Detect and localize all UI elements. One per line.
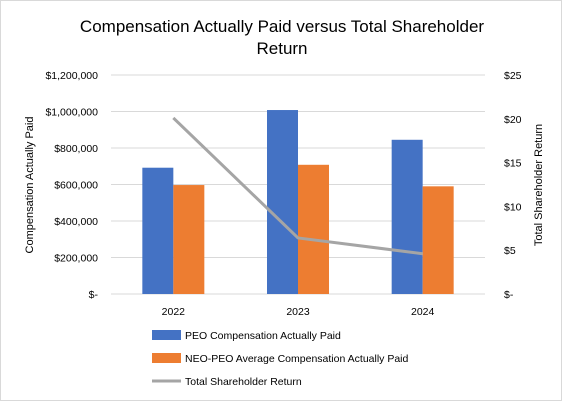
- left-axis-tick-label: $-: [89, 289, 99, 301]
- left-axis-tick-label: $800,000: [54, 143, 98, 155]
- legend-label: NEO-PEO Average Compensation Actually Pa…: [185, 353, 409, 365]
- bar-neo-2023: [298, 165, 329, 294]
- legend-label: PEO Compensation Actually Paid: [185, 330, 341, 342]
- left-axis-tick-label: $400,000: [54, 216, 98, 228]
- bar-neo-2024: [423, 186, 454, 294]
- legend: PEO Compensation Actually Paid NEO-PEO Av…: [152, 330, 409, 388]
- right-axis-tick-label: $25: [504, 70, 522, 82]
- bar-peo-2023: [267, 110, 298, 294]
- bar-peo-2022: [142, 168, 173, 294]
- legend-swatch: [152, 330, 181, 340]
- chart-title-line-1: Compensation Actually Paid versus Total …: [80, 17, 484, 36]
- right-axis-tick-label: $10: [504, 201, 522, 213]
- x-axis-tick-label: 2023: [286, 306, 310, 318]
- legend-label: Total Shareholder Return: [185, 376, 302, 388]
- left-axis-tick-label: $600,000: [54, 180, 98, 192]
- bar-neo-2022: [173, 185, 204, 294]
- left-axis-tick-label: $1,200,000: [45, 70, 98, 82]
- right-axis-tick-label: $5: [504, 245, 516, 257]
- x-axis-ticks: 2022 2023 2024: [162, 306, 435, 318]
- x-axis-tick-label: 2022: [162, 306, 186, 318]
- x-axis-tick-label: 2024: [411, 306, 435, 318]
- left-axis-title: Compensation Actually Paid: [24, 117, 36, 254]
- left-axis-tick-label: $200,000: [54, 253, 98, 265]
- bar-peo-2024: [392, 140, 423, 294]
- left-axis-ticks: $- $200,000 $400,000 $600,000 $800,000 $1,000…: [45, 70, 98, 301]
- right-axis-tick-label: $15: [504, 158, 522, 170]
- bar-marks: [142, 110, 453, 294]
- right-axis-title: Total Shareholder Return: [533, 124, 545, 246]
- legend-swatch: [152, 353, 181, 363]
- right-axis-tick-label: $-: [504, 289, 514, 301]
- right-axis-tick-label: $20: [504, 114, 522, 126]
- left-axis-tick-label: $1,000,000: [45, 107, 98, 119]
- right-axis-ticks: $- $5 $10 $15 $20 $25: [504, 70, 522, 301]
- chart-title-line-2: Return: [256, 39, 307, 58]
